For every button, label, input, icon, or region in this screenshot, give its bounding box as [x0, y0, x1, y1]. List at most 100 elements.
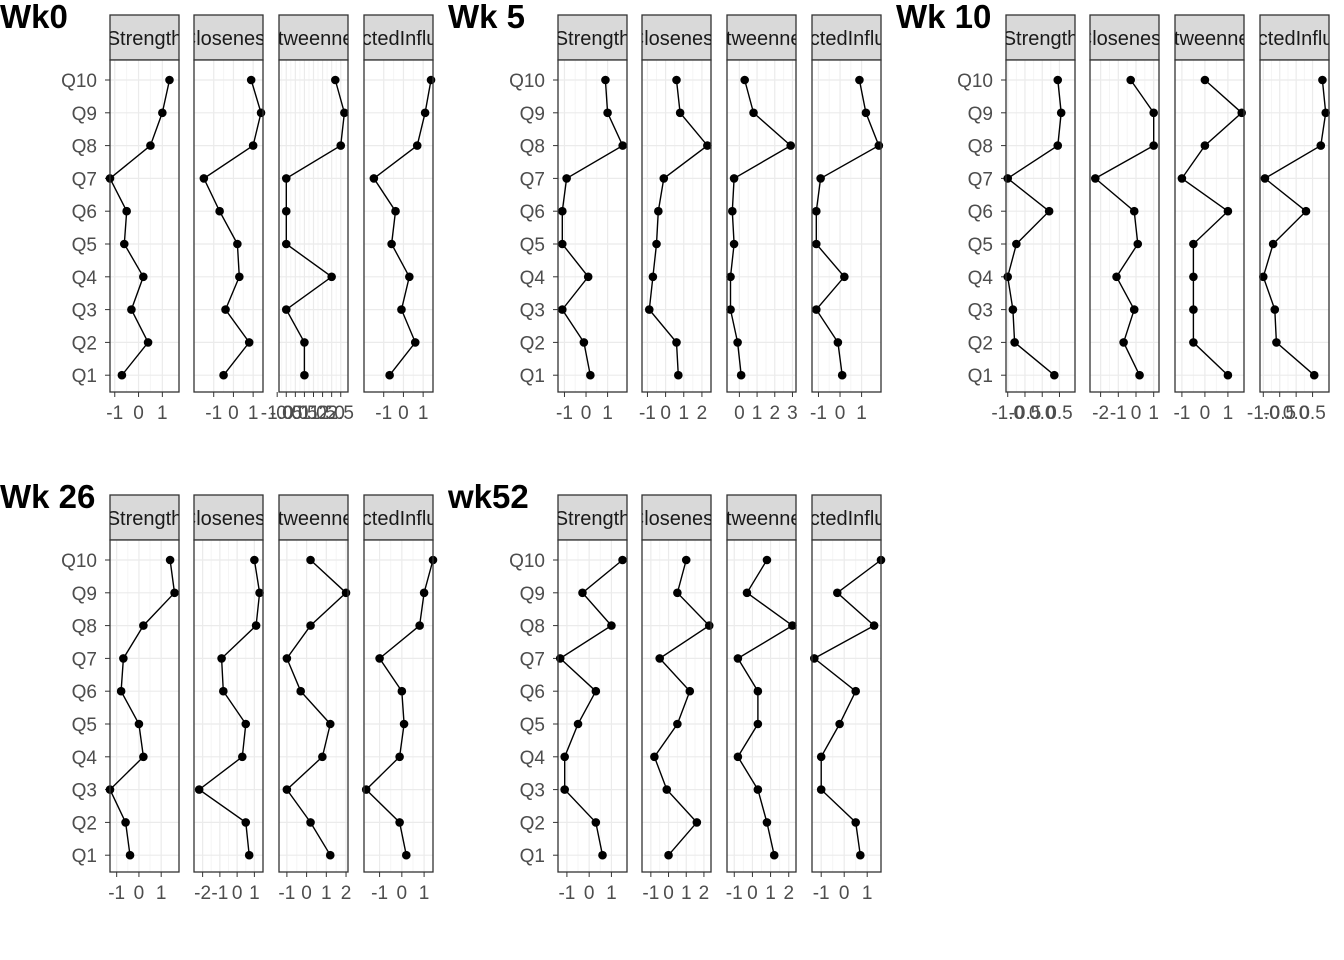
- panel-border: [1089, 59, 1160, 393]
- facet-strip-label: ExpectedInfluence: [316, 508, 481, 530]
- data-point: [672, 338, 681, 347]
- data-point: [837, 370, 847, 380]
- data-point: [125, 850, 135, 860]
- y-tick-label: Q7: [72, 649, 97, 670]
- panel-border: [557, 539, 628, 873]
- x-tick-label: -0.5: [1263, 403, 1296, 424]
- data-point: [786, 141, 795, 150]
- data-point: [139, 621, 148, 630]
- x-tick-label: 0: [398, 403, 409, 424]
- data-point: [1223, 370, 1233, 380]
- y-tick-label: Q3: [520, 301, 545, 322]
- facet-strip-label: Betweenness: [253, 28, 373, 50]
- data-point: [673, 588, 682, 598]
- data-point: [385, 370, 394, 380]
- data-point: [603, 108, 612, 118]
- data-point: [1010, 338, 1019, 347]
- data-point: [856, 850, 865, 860]
- data-point: [199, 174, 209, 183]
- panel-border: [1174, 59, 1245, 393]
- data-point: [1272, 338, 1281, 347]
- data-point: [1119, 338, 1128, 347]
- data-point: [579, 338, 589, 347]
- x-tick-label: 1: [602, 403, 613, 424]
- x-tick-label: -1.0: [261, 403, 294, 424]
- x-tick-label: -0.5: [1009, 403, 1042, 424]
- data-point: [810, 654, 819, 663]
- data-point: [558, 206, 567, 216]
- data-point: [1133, 239, 1143, 249]
- y-tick-label: Q6: [72, 682, 97, 703]
- x-tick-label: 0: [232, 883, 243, 904]
- data-point: [117, 370, 127, 380]
- facet-strip: [193, 14, 264, 61]
- panel-background: [364, 60, 433, 392]
- facet-strip-label: Strength: [1003, 28, 1079, 50]
- facet-strip-label: Closeness: [630, 508, 723, 530]
- x-tick-label: 0: [581, 403, 592, 424]
- chart-group: Wk 10Q1Q2Q3Q4Q5Q6Q7Q8Q9Q10Strength-1.0-0…: [896, 0, 1331, 424]
- x-tick-label: 0: [839, 883, 850, 904]
- x-tick-label: -1: [106, 403, 123, 424]
- data-point: [1053, 75, 1063, 85]
- data-point: [816, 752, 826, 762]
- data-point: [733, 752, 743, 762]
- data-point: [728, 206, 737, 216]
- data-point: [851, 818, 860, 827]
- facet-strip: [278, 494, 349, 541]
- y-tick-label: Q6: [520, 682, 545, 703]
- y-tick-label: Q3: [520, 781, 545, 802]
- x-tick-label: 1: [321, 883, 332, 904]
- data-point: [241, 818, 251, 827]
- data-point: [851, 686, 860, 696]
- x-tick-label: -1: [205, 403, 222, 424]
- data-point: [1316, 141, 1326, 150]
- series-line: [813, 559, 882, 856]
- x-tick-label: -1: [211, 883, 228, 904]
- data-point: [662, 785, 672, 794]
- x-tick-label: 1: [249, 883, 260, 904]
- y-tick-label: Q1: [968, 366, 993, 387]
- series-line: [285, 559, 348, 856]
- data-point: [300, 338, 309, 347]
- data-point: [158, 108, 167, 118]
- panel-border: [811, 59, 882, 393]
- data-point: [685, 686, 695, 696]
- data-point: [139, 272, 148, 282]
- data-point: [816, 174, 825, 183]
- facet-strip-label: ExpectedInfluence: [764, 508, 929, 530]
- data-point: [395, 752, 404, 762]
- series-line: [198, 559, 261, 856]
- data-point: [369, 174, 379, 183]
- x-tick-label: 0: [584, 883, 595, 904]
- y-tick-label: Q10: [61, 551, 97, 572]
- data-point: [119, 239, 129, 249]
- data-point: [652, 239, 661, 249]
- facet-strip-label: Strength: [107, 28, 183, 50]
- y-tick-label: Q1: [72, 366, 97, 387]
- facet-strip: [278, 14, 349, 61]
- x-tick-label: -1: [810, 403, 827, 424]
- facet-strip-label: ExpectedInfluence: [316, 28, 481, 50]
- x-tick-label: 1: [418, 403, 429, 424]
- data-point: [219, 686, 228, 696]
- x-tick-label: 1: [419, 883, 430, 904]
- facet-strip: [1174, 14, 1245, 61]
- panel-border: [641, 59, 712, 393]
- facet-panel: Strength -1 0 1: [105, 494, 180, 904]
- y-tick-label: Q6: [968, 202, 993, 223]
- data-point: [296, 686, 305, 696]
- x-tick-label: 3: [787, 403, 798, 424]
- data-point: [387, 239, 396, 249]
- data-point: [762, 555, 772, 565]
- x-tick-label: 0.0: [1283, 403, 1309, 424]
- facet-strip-label: Betweenness: [253, 508, 373, 530]
- facet-strip: [109, 14, 180, 61]
- y-tick-label: Q3: [72, 781, 97, 802]
- data-point: [246, 75, 256, 85]
- y-tick-label: Q10: [509, 71, 545, 92]
